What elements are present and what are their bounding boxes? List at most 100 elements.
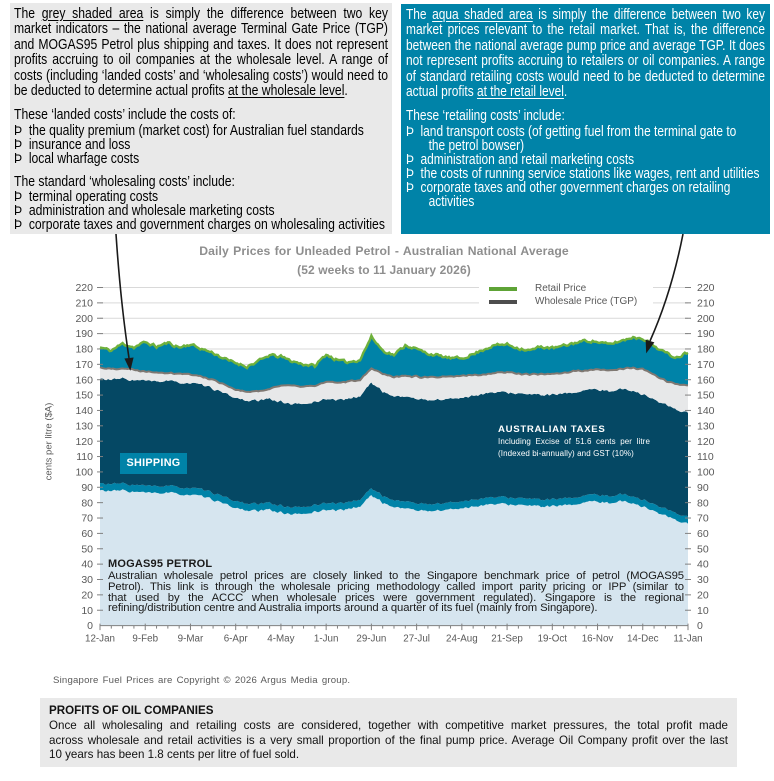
y-tick-label-right-150: 150 <box>697 390 715 402</box>
wholesale-explainer-text: The grey shaded area is simply the diffe… <box>14 6 389 233</box>
bullet-marker: Þ <box>406 123 414 140</box>
y-tick-label-left-40: 40 <box>81 559 93 571</box>
taxes-annotation-title: AUSTRALIAN TAXES <box>498 424 606 435</box>
wholesale-price-line-swatch <box>489 299 517 304</box>
text-line: be deducted to determine actual profits … <box>14 83 348 100</box>
text-line: and MOGAS95 Petrol plus shipping and tax… <box>14 36 388 53</box>
mogas95-annotation-text: Australian wholesale petrol prices are c… <box>108 570 684 615</box>
y-tick-label-left-60: 60 <box>81 528 93 540</box>
y-tick-label-left-70: 70 <box>81 513 93 525</box>
y-tick-label-left-170: 170 <box>75 359 93 371</box>
y-tick-label-left-80: 80 <box>81 497 93 509</box>
text-line: 10 years has been 1.8 cents per litre of… <box>49 747 300 761</box>
y-tick-label-right-80: 80 <box>697 497 709 509</box>
underlined-phrase: aqua shaded area <box>432 7 533 23</box>
bullet-text: local wharfage costs <box>28 150 140 167</box>
y-tick-label-left-20: 20 <box>81 589 93 601</box>
y-tick-label-right-140: 140 <box>697 405 715 417</box>
legend-label-wholesale: Wholesale Price (TGP) <box>535 296 638 307</box>
y-tick-label-right-220: 220 <box>697 282 715 294</box>
y-tick-label-right-10: 10 <box>697 605 709 617</box>
y-tick-label-left-130: 130 <box>75 420 93 432</box>
y-tick-label-left-180: 180 <box>75 344 93 356</box>
x-tick-label-12-Jan: 12-Jan <box>85 634 115 645</box>
x-tick-label-9-Feb: 9-Feb <box>132 634 158 645</box>
x-tick-label-11-Jan: 11-Jan <box>673 634 702 645</box>
right-annotation-arrow-head <box>645 339 655 354</box>
x-tick-label-16-Nov: 16-Nov <box>582 634 614 645</box>
bullet-marker: Þ <box>406 151 414 168</box>
y-tick-label-right-30: 30 <box>697 574 709 586</box>
y-tick-label-left-220: 220 <box>75 282 93 294</box>
bullet-text: insurance and loss <box>28 136 131 153</box>
legend-label-retail: Retail Price <box>535 283 587 294</box>
y-tick-label-right-180: 180 <box>697 344 715 356</box>
underlined-phrase: grey shaded area <box>41 6 144 22</box>
wholesale-explainer-box: The grey shaded area is simply the diffe… <box>10 3 392 234</box>
x-tick-label-21-Sep: 21-Sep <box>491 634 523 645</box>
area-wholesale-margin <box>100 367 688 413</box>
bullet-text: administration and wholesale marketing c… <box>28 203 275 220</box>
y-tick-label-right-100: 100 <box>697 467 715 479</box>
area-shipping <box>100 482 688 524</box>
y-tick-label-left-160: 160 <box>75 374 93 386</box>
bullet-text: land transport costs (of getting fuel fr… <box>420 123 737 140</box>
text-line: refining/distribution centre and Austral… <box>108 602 598 615</box>
bullet-text: corporate taxes and other government cha… <box>420 180 731 197</box>
y-tick-label-left-190: 190 <box>75 328 93 340</box>
y-tick-label-right-170: 170 <box>697 359 715 371</box>
copyright-note: Singapore Fuel Prices are Copyright © 20… <box>53 675 351 686</box>
legend-item-retail: Retail Price <box>489 282 653 295</box>
y-tick-label-right-190: 190 <box>697 328 715 340</box>
x-tick-label-1-Jun: 1-Jun <box>314 634 339 645</box>
chart-legend: Retail Price Wholesale Price (TGP) <box>479 280 653 311</box>
y-tick-label-right-20: 20 <box>697 589 709 601</box>
text-line: These ‘landed costs’ include the costs o… <box>14 107 236 124</box>
legend-item-wholesale: Wholesale Price (TGP) <box>489 295 653 308</box>
y-tick-label-right-200: 200 <box>697 313 715 325</box>
retail-price-line-swatch <box>489 286 517 291</box>
profits-box-text: Once all wholesaling and retailing costs… <box>49 719 728 761</box>
text-line: Australian wholesale petrol prices are c… <box>108 570 684 582</box>
bullet-marker: Þ <box>14 189 23 206</box>
y-tick-label-right-70: 70 <box>697 513 709 525</box>
text-line: The grey shaded area is simply the diffe… <box>14 6 389 22</box>
bullet-text: administration and retail marketing cost… <box>420 151 635 168</box>
chart-title: Daily Prices for Unleaded Petrol - Austr… <box>199 244 569 258</box>
text-line: The standard ‘wholesaling costs’ include… <box>14 173 235 190</box>
chart-subtitle: (52 weeks to 11 January 2026) <box>297 263 471 277</box>
y-tick-label-right-120: 120 <box>697 436 715 448</box>
left-annotation-arrow-head <box>124 357 134 371</box>
text-line: profits accruing to oil companies at the… <box>14 52 388 69</box>
text-line: costs (including ‘landed costs’ and ‘who… <box>14 67 388 84</box>
y-tick-label-right-130: 130 <box>697 420 715 432</box>
text-line: activities <box>428 194 475 211</box>
bullet-marker: Þ <box>14 122 23 139</box>
text-line: not represent profits accruing to retail… <box>406 53 765 70</box>
mogas95-annotation: MOGAS95 PETROL Australian wholesale petr… <box>108 558 684 614</box>
y-tick-label-left-0: 0 <box>87 620 93 632</box>
y-tick-label-right-90: 90 <box>697 482 709 494</box>
left-annotation-arrow <box>115 233 130 359</box>
bullet-marker: Þ <box>406 180 414 197</box>
y-tick-label-left-100: 100 <box>75 467 93 479</box>
y-tick-label-right-60: 60 <box>697 528 709 540</box>
bullet-text: terminal operating costs <box>28 189 159 206</box>
bullet-marker: Þ <box>406 165 414 182</box>
y-axis-label: cents per litre ($A) <box>43 402 55 481</box>
bullet-marker: Þ <box>14 136 23 153</box>
x-tick-label-9-Mar: 9-Mar <box>178 634 204 645</box>
area-australian-taxes <box>100 377 688 517</box>
bullet-text: the quality premium (market cost) for Au… <box>28 122 364 139</box>
underlined-phrase: at the wholesale level <box>227 83 345 100</box>
x-tick-label-4-May: 4-May <box>267 634 294 645</box>
retail-price-line <box>99 332 689 370</box>
taxes-annotation-line3: (Indexed bi-annually) and GST (10%) <box>498 448 634 458</box>
australian-taxes-annotation: AUSTRALIAN TAXES Including Excise of 51.… <box>498 424 650 459</box>
underlined-phrase: at the retail level <box>476 84 564 101</box>
